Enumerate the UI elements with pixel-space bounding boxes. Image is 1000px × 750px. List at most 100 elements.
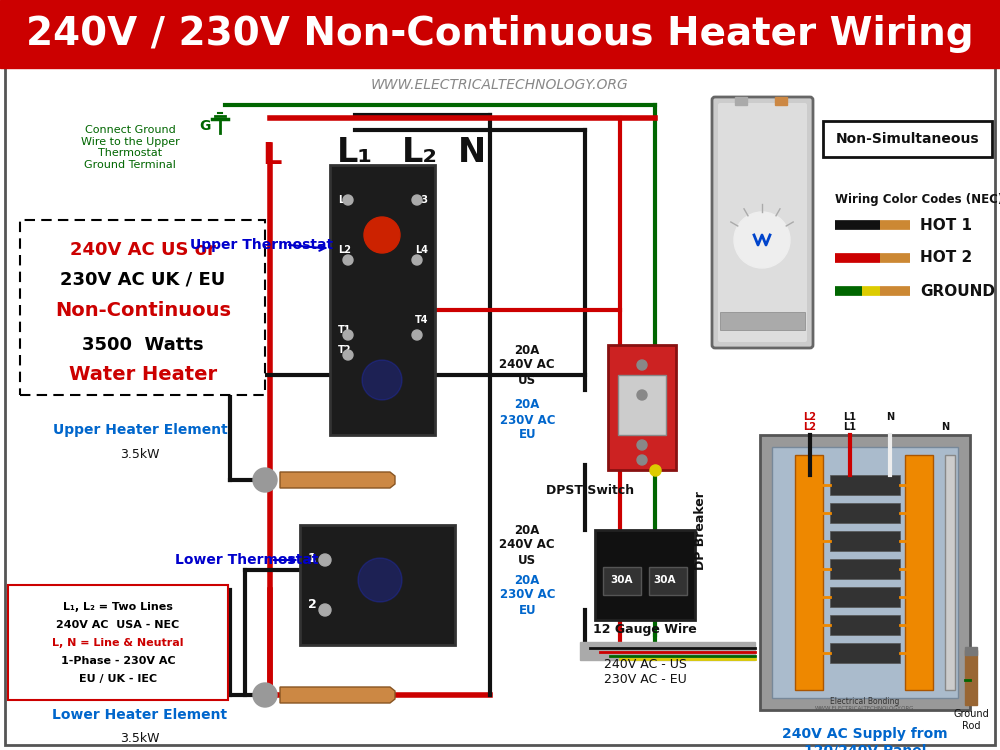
Text: 30A: 30A [610,575,633,585]
Text: T2: T2 [338,345,352,355]
Text: Wiring Color Codes (NEC): Wiring Color Codes (NEC) [835,194,1000,206]
Polygon shape [280,472,395,488]
Text: 230V AC UK / EU: 230V AC UK / EU [60,271,226,289]
Circle shape [412,255,422,265]
FancyBboxPatch shape [823,121,992,157]
Text: L: L [262,140,282,170]
Polygon shape [280,687,395,703]
Circle shape [319,554,331,566]
Circle shape [364,217,400,253]
Text: 20A
240V AC
US: 20A 240V AC US [499,344,555,386]
Text: Lower Heater Element: Lower Heater Element [52,708,228,722]
Circle shape [343,330,353,340]
Circle shape [637,390,647,400]
Bar [905,455,933,690]
Text: N: N [886,412,894,422]
Bar [603,567,641,595]
Text: N: N [941,422,949,432]
Text: 30A: 30A [653,575,676,585]
Text: 12 Gauge Wire: 12 Gauge Wire [593,623,697,637]
FancyBboxPatch shape [8,585,228,700]
FancyBboxPatch shape [20,220,265,395]
Text: DP Breaker: DP Breaker [694,491,706,570]
Bar [0,0,1000,68]
Bar [720,312,805,330]
Bar [760,435,970,710]
Bar [608,345,676,470]
Text: Lower Thermostat: Lower Thermostat [175,553,318,567]
Text: 240V AC - US
230V AC - EU: 240V AC - US 230V AC - EU [604,658,686,686]
Text: Non-Simultaneous: Non-Simultaneous [836,132,980,146]
Text: 1: 1 [308,551,317,565]
Bar [618,375,666,435]
Circle shape [412,330,422,340]
Bar [830,587,900,607]
Text: 3.5kW: 3.5kW [120,731,160,745]
Circle shape [734,212,790,268]
Text: L4: L4 [415,245,428,255]
Bar [830,643,900,663]
Circle shape [343,350,353,360]
Text: DPST Switch: DPST Switch [546,484,634,496]
Bar [830,503,900,523]
Text: 1-Phase - 230V AC: 1-Phase - 230V AC [61,656,175,666]
FancyBboxPatch shape [718,103,807,342]
Text: L1: L1 [844,412,856,422]
Circle shape [358,558,402,602]
Text: 2: 2 [308,598,317,611]
Text: L2: L2 [804,422,816,432]
Text: 3500  Watts: 3500 Watts [82,336,204,354]
Circle shape [343,195,353,205]
Bar [965,650,977,705]
Text: Upper Heater Element: Upper Heater Element [53,423,227,437]
Text: Water Heater: Water Heater [69,365,217,385]
Bar [330,165,435,435]
Bar [775,97,787,105]
Text: GROUND: GROUND [920,284,995,298]
Circle shape [637,360,647,370]
Text: 240V AC US or: 240V AC US or [70,241,216,259]
Bar [945,455,955,690]
Text: L1: L1 [844,422,856,432]
Text: 240V AC  USA - NEC: 240V AC USA - NEC [56,620,180,630]
Text: WWW.ELECTRICALTECHNOLOGY.ORG: WWW.ELECTRICALTECHNOLOGY.ORG [815,706,915,710]
Text: G: G [199,119,211,133]
Bar [830,475,900,495]
Circle shape [637,455,647,465]
Text: L2: L2 [804,412,816,422]
Text: L, N = Line & Neutral: L, N = Line & Neutral [52,638,184,648]
Text: T1: T1 [338,325,352,335]
FancyBboxPatch shape [712,97,813,348]
Circle shape [253,683,277,707]
Text: 3.5kW: 3.5kW [120,448,160,461]
Bar [595,530,695,620]
Text: Non-Continuous: Non-Continuous [55,301,231,320]
Text: 20A
240V AC
US: 20A 240V AC US [499,524,555,566]
Text: 240V AC Supply from
120/240V Panel: 240V AC Supply from 120/240V Panel [782,727,948,750]
Text: L2: L2 [338,245,351,255]
Text: L3: L3 [415,195,428,205]
Bar [300,525,455,645]
Circle shape [319,604,331,616]
Bar [830,559,900,579]
Text: HOT 2: HOT 2 [920,251,972,266]
Text: Connect Ground
Wire to the Upper
Thermostat
Ground Terminal: Connect Ground Wire to the Upper Thermos… [81,125,179,170]
Bar [795,455,823,690]
Bar [772,447,958,698]
Text: Ground
Rod: Ground Rod [953,710,989,730]
Text: L₁: L₁ [337,136,373,169]
Bar [830,615,900,635]
Text: L1: L1 [338,195,351,205]
Circle shape [253,468,277,492]
Bar [580,642,755,660]
Bar [965,647,977,655]
Text: 20A
230V AC
EU: 20A 230V AC EU [500,574,555,616]
Bar [830,531,900,551]
Text: WWW.ELECTRICALTECHNOLOGY.ORG: WWW.ELECTRICALTECHNOLOGY.ORG [371,78,629,92]
Text: T4: T4 [415,315,428,325]
Text: N: N [458,136,486,169]
Bar [649,567,687,595]
Text: Electrical Bonding: Electrical Bonding [830,698,900,706]
Circle shape [637,440,647,450]
Bar [580,642,755,660]
